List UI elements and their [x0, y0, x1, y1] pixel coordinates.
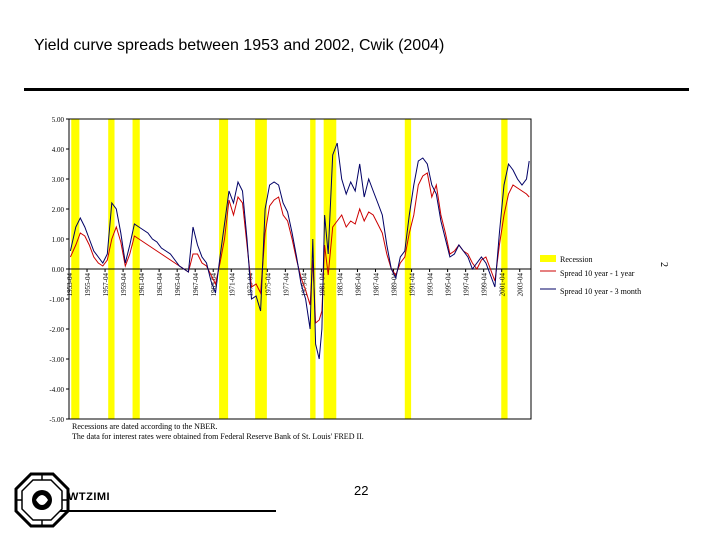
y-tick-label: 3.00 [52, 176, 65, 184]
legend-swatch-recession [540, 255, 556, 262]
x-tick-label: 1981-04 [318, 273, 326, 297]
x-tick-label: 1957-04 [102, 273, 110, 297]
y-tick-label: -5.00 [49, 416, 64, 424]
y-tick-label: 1.00 [52, 236, 65, 244]
chart-legend: Recession Spread 10 year - 1 year Spread 1… [540, 255, 641, 296]
x-tick-label: 1977-04 [282, 273, 290, 297]
x-tick-label: 1963-04 [156, 273, 164, 297]
x-tick-label: 1955-04 [84, 273, 92, 297]
series-line-10y-1y [69, 172, 530, 325]
legend-label: Spread 10 year - 3 month [560, 287, 641, 296]
x-tick-label: 1985-04 [354, 273, 362, 297]
y-tick-label: 4.00 [52, 146, 65, 154]
chart-series [69, 142, 530, 360]
x-tick-label: 1979-04 [300, 273, 308, 297]
x-tick-label: 1995-04 [445, 273, 453, 297]
y-tick-label: -2.00 [49, 326, 64, 334]
y-tick-label: -3.00 [49, 356, 64, 364]
side-number: 2 [658, 262, 669, 267]
x-tick-label: 1969-04 [210, 273, 218, 297]
footer-divider [60, 510, 276, 512]
x-tick-label: 1971-04 [228, 273, 236, 297]
note-data-source: The data for interest rates were obtaine… [72, 432, 364, 441]
page-number: 22 [354, 483, 369, 498]
y-tick-label: -4.00 [49, 386, 64, 394]
x-tick-label: 2001-04 [499, 273, 507, 297]
octagon-logo-icon [14, 472, 70, 528]
x-tick-label: 1953-04 [66, 273, 74, 297]
y-tick-label: 2.00 [52, 206, 65, 214]
x-tick-label: 1961-04 [138, 273, 146, 297]
y-tick-label: -1.00 [49, 296, 64, 304]
x-tick-label: 1991-04 [409, 273, 417, 297]
logo-text: WTZIMI [68, 491, 111, 503]
y-tick-label: 5.00 [52, 116, 65, 124]
x-tick-label: 1983-04 [336, 273, 344, 297]
x-tick-label: 1967-04 [192, 273, 200, 297]
chart-axes: 5.00 4.00 3.00 2.00 1.00 0.00 -1.00 -2.00 -3.00 -… [49, 116, 532, 424]
slide-title: Yield curve spreads between 1953 and 200… [34, 37, 445, 54]
series-line-10y-3m [69, 142, 530, 360]
y-tick-label: 0.00 [52, 266, 65, 274]
title-divider [24, 88, 689, 91]
x-tick-label: 1993-04 [427, 273, 435, 297]
chart-notes: Recessions are dated according to the NB… [72, 422, 364, 442]
legend-label: Recession [560, 255, 592, 264]
x-tick-label: 1997-04 [463, 273, 471, 297]
x-tick-label: 1989-04 [391, 273, 399, 297]
x-tick-label: 1965-04 [174, 273, 182, 297]
x-tick-label: 2003-04 [517, 273, 525, 297]
x-tick-label: 1987-04 [372, 273, 380, 297]
x-tick-label: 1975-04 [264, 273, 272, 297]
note-recession-source: Recessions are dated according to the NB… [72, 422, 218, 431]
x-tick-label: 1959-04 [120, 273, 128, 297]
x-tick-label: 1999-04 [481, 273, 489, 297]
legend-label: Spread 10 year - 1 year [560, 269, 635, 278]
